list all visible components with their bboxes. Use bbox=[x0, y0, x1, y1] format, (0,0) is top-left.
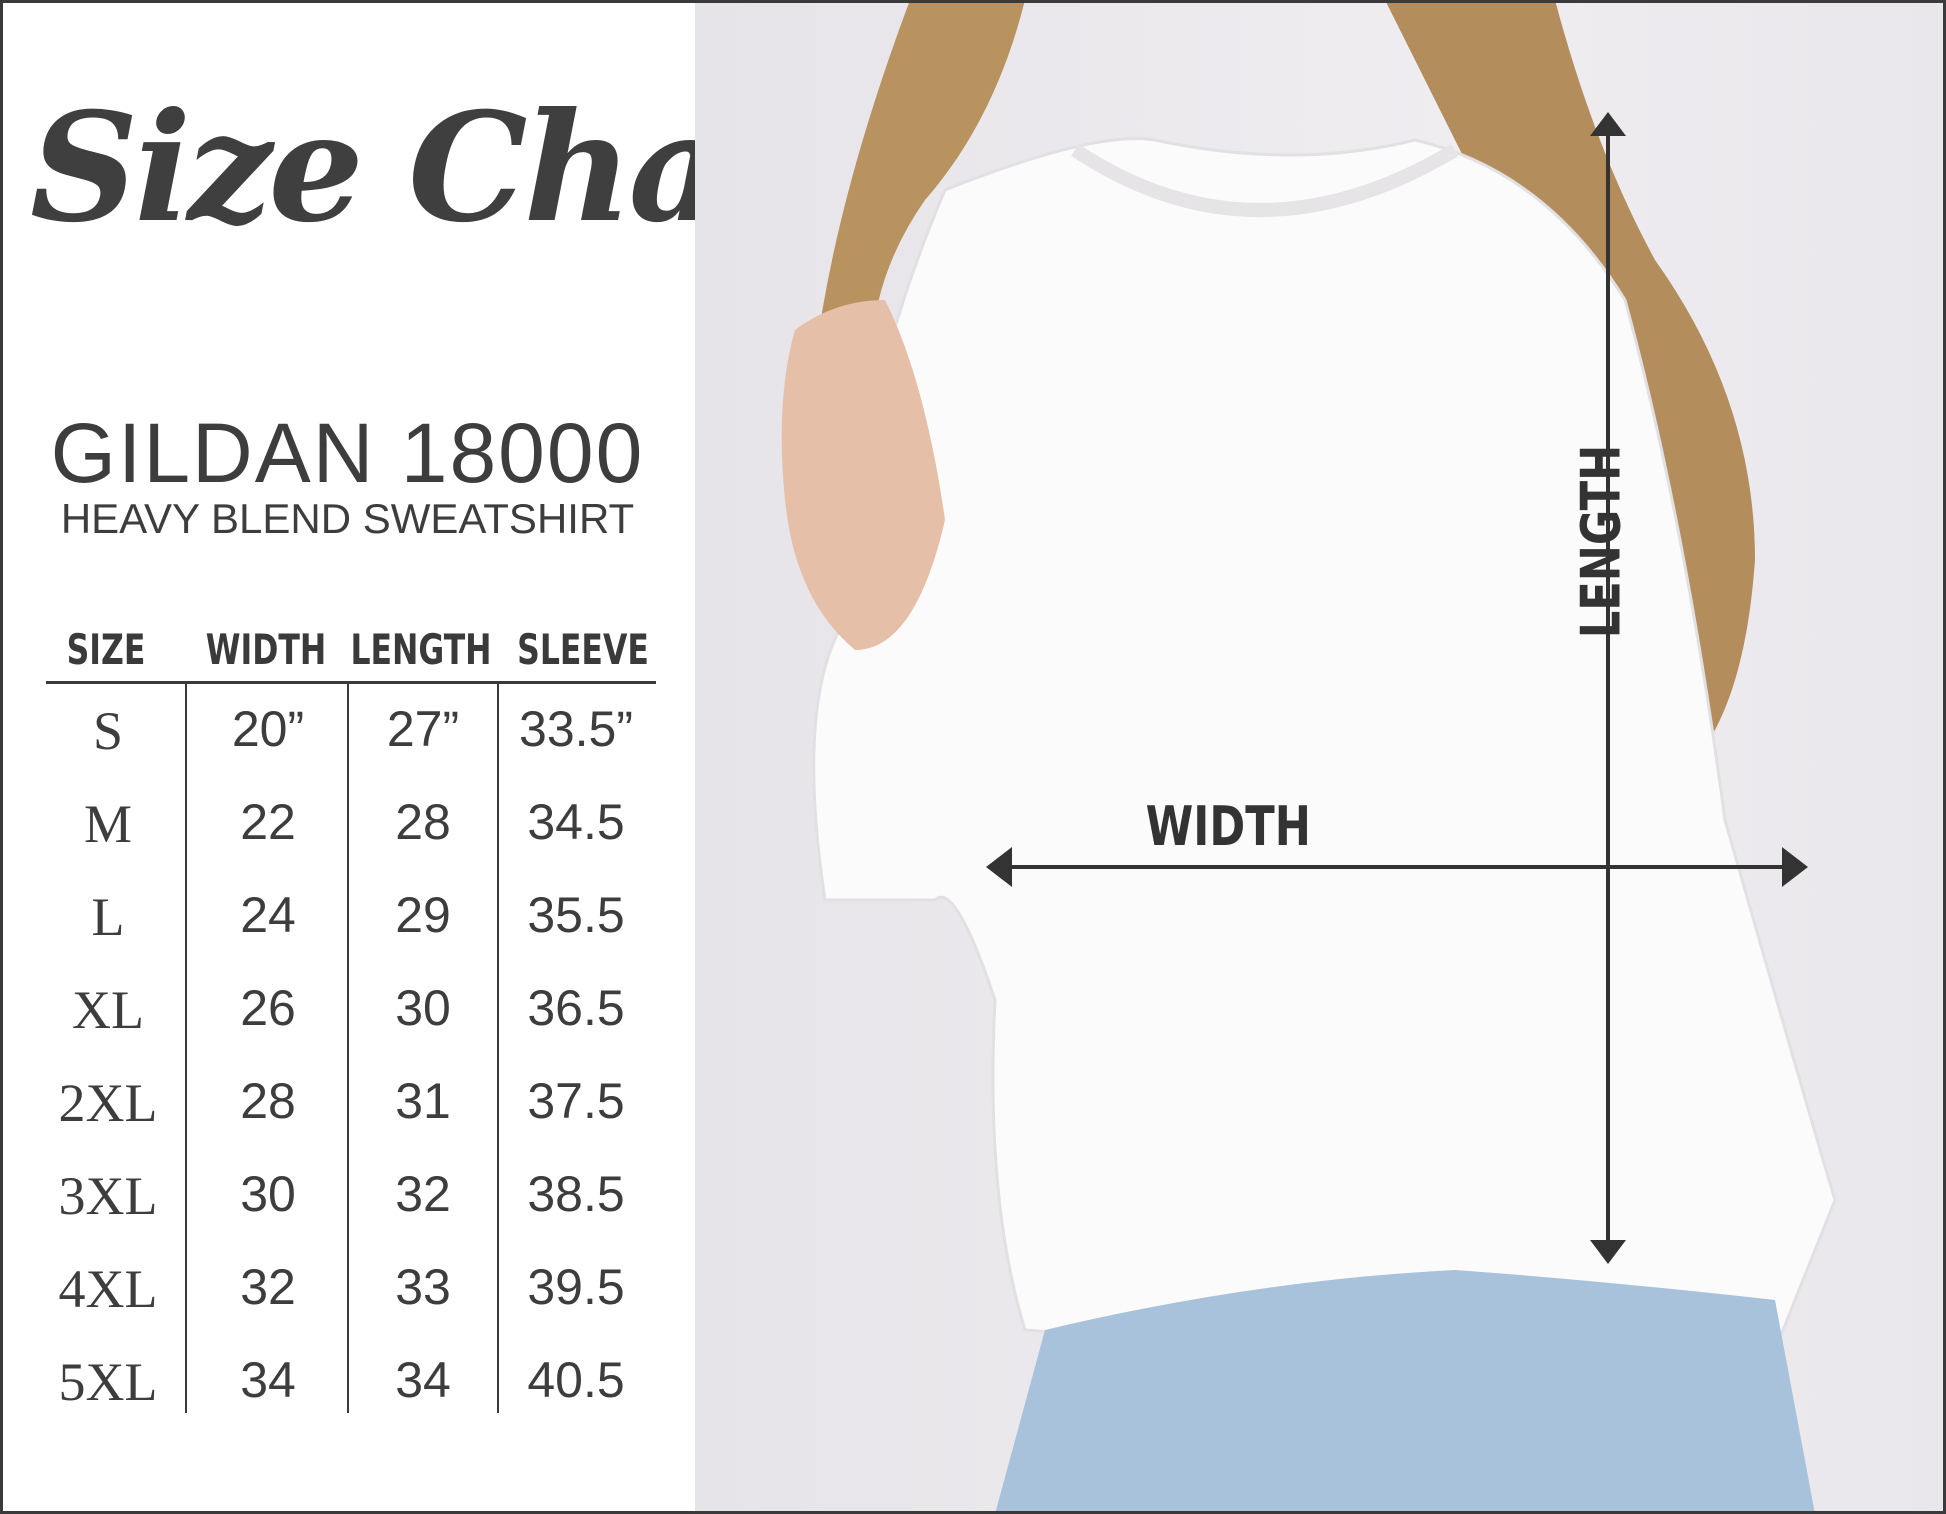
width-cell: 32 bbox=[240, 1259, 296, 1315]
sleeve-cell: 40.5 bbox=[527, 1352, 625, 1408]
sleeve-cell: 38.5 bbox=[527, 1166, 625, 1222]
length-cell: 32 bbox=[395, 1166, 451, 1222]
hand bbox=[781, 300, 945, 650]
model-illustration bbox=[781, 0, 1837, 1514]
header-size: SIZE bbox=[66, 625, 146, 674]
column-divider bbox=[347, 683, 349, 1413]
sleeve-cell: 37.5 bbox=[527, 1073, 625, 1129]
size-cell: 2XL bbox=[58, 1073, 158, 1133]
header-sleeve: SLEEVE bbox=[517, 625, 649, 674]
brand-model: GILDAN 18000 bbox=[50, 406, 645, 500]
title-banner bbox=[3, 108, 668, 300]
length-cell: 31 bbox=[395, 1073, 451, 1129]
sleeve-cell: 36.5 bbox=[527, 980, 625, 1036]
size-cell: 5XL bbox=[58, 1352, 158, 1412]
column-divider bbox=[497, 683, 499, 1413]
header-width: WIDTH bbox=[205, 625, 327, 674]
width-arrow-head-left bbox=[986, 847, 1012, 887]
width-cell: 26 bbox=[240, 980, 296, 1036]
product-subtitle: HEAVY BLEND SWEATSHIRT bbox=[60, 495, 635, 542]
size-cell: XL bbox=[72, 980, 144, 1040]
width-cell: 20” bbox=[231, 701, 305, 757]
width-cell: 24 bbox=[240, 887, 296, 943]
width-cell: 22 bbox=[240, 794, 296, 850]
sleeve-cell: 33.5” bbox=[519, 701, 633, 757]
width-cell: 34 bbox=[240, 1352, 296, 1408]
header-length: LENGTH bbox=[350, 625, 492, 674]
width-cell: 28 bbox=[240, 1073, 296, 1129]
size-cell: 3XL bbox=[58, 1166, 158, 1226]
length-cell: 29 bbox=[395, 887, 451, 943]
length-cell: 33 bbox=[395, 1259, 451, 1315]
length-arrow-head-top bbox=[1590, 112, 1626, 136]
size-chart-panel: Size Chart GILDAN 18000 HEAVY BLEND SWEA… bbox=[0, 0, 866, 1514]
column-divider bbox=[185, 683, 187, 1413]
neckline bbox=[1071, 143, 1459, 217]
length-label: LENGTH bbox=[1569, 444, 1633, 639]
width-arrow-head-right bbox=[1782, 847, 1808, 887]
length-cell: 30 bbox=[395, 980, 451, 1036]
sleeve-cell: 39.5 bbox=[527, 1259, 625, 1315]
width-cell: 30 bbox=[240, 1166, 296, 1222]
model-photo bbox=[695, 0, 1946, 1514]
length-cell: 28 bbox=[395, 794, 451, 850]
sleeve-cell: 35.5 bbox=[527, 887, 625, 943]
size-cell: L bbox=[91, 887, 125, 947]
size-cell: S bbox=[92, 701, 124, 761]
width-label: WIDTH bbox=[1145, 795, 1311, 858]
sleeve-cell: 34.5 bbox=[527, 794, 625, 850]
jeans bbox=[995, 1270, 1815, 1514]
size-cell: M bbox=[83, 794, 132, 854]
size-cell: 4XL bbox=[58, 1259, 158, 1319]
length-cell: 34 bbox=[395, 1352, 451, 1408]
length-cell: 27” bbox=[386, 701, 460, 757]
header-divider bbox=[46, 681, 656, 684]
length-arrow-head-bottom bbox=[1590, 1240, 1626, 1264]
